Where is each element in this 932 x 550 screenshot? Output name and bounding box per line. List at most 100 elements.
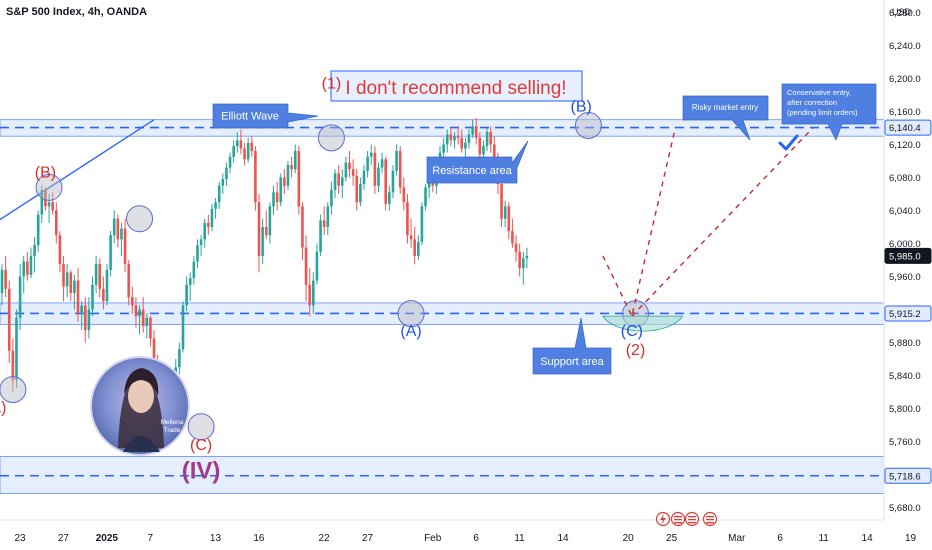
candle-body — [7, 288, 11, 351]
candle-body — [51, 202, 54, 211]
wave-label: (A) — [400, 323, 421, 340]
candle-body — [250, 142, 254, 152]
candle-body — [83, 305, 87, 331]
candle — [398, 146, 402, 194]
candle — [264, 210, 268, 240]
time-tick-label: 6 — [473, 533, 479, 544]
candle — [243, 142, 246, 166]
candle — [7, 280, 11, 364]
trendline-layer — [0, 119, 155, 221]
event-icons[interactable] — [655, 511, 718, 527]
us-flag-stripe-icon — [674, 522, 682, 524]
time-tick-label: 27 — [58, 533, 70, 544]
candle-body — [355, 175, 359, 203]
candle — [286, 160, 290, 190]
candle-body — [40, 189, 44, 215]
candle — [105, 264, 109, 306]
candle-body — [482, 146, 485, 155]
candle — [15, 309, 18, 388]
wave-label: (B) — [35, 164, 56, 181]
price-tick-label: 6,160.0 — [889, 107, 921, 118]
candle — [239, 129, 243, 155]
price-tick-label: 6,200.0 — [889, 74, 921, 85]
candle — [228, 152, 232, 174]
candle-body — [326, 206, 330, 227]
candle-body — [337, 173, 340, 186]
price-tag: 5,985.0 — [884, 247, 932, 264]
price-tick-label: 6,040.0 — [889, 206, 921, 217]
candle — [351, 159, 355, 186]
avatar-text-2: Trade — [164, 427, 181, 434]
candle-body — [518, 251, 521, 269]
candle-body — [373, 152, 377, 186]
candle — [51, 192, 54, 215]
candle-body — [76, 280, 80, 314]
candle-body — [192, 261, 196, 279]
candle-body — [188, 278, 192, 285]
candle — [377, 162, 380, 193]
candle-body — [377, 167, 380, 186]
candle-body — [178, 349, 181, 368]
candle-body — [333, 173, 337, 190]
candle — [33, 236, 36, 273]
callout-conservative-line1: Conservative entry, — [787, 88, 851, 97]
candle-body — [275, 192, 279, 203]
candle — [181, 301, 185, 353]
callout-support-text: Support area — [540, 356, 604, 368]
candle-body — [47, 202, 51, 207]
candle-body — [94, 264, 98, 285]
candle — [29, 247, 33, 279]
candle-body — [417, 241, 420, 256]
candle-body — [127, 264, 130, 298]
candle-body — [409, 235, 413, 240]
candle — [98, 258, 102, 298]
time-tick-label: 13 — [210, 533, 222, 544]
candle-body — [18, 276, 22, 318]
candle-body — [109, 235, 112, 270]
candle-body — [507, 206, 511, 232]
candle-body — [344, 162, 348, 178]
candle-body — [424, 187, 427, 207]
time-axis: 23 27 2025 7 13 16 22 27 Feb 6 11 14 20 25 Mar 6 11 14 19 — [0, 519, 917, 544]
candle-body — [210, 208, 214, 227]
price-tick-label: 5,880.0 — [889, 338, 921, 349]
candle-body — [131, 297, 134, 306]
wave-label: (C) — [190, 437, 212, 454]
candle-body — [87, 309, 91, 331]
candle-body — [134, 305, 138, 317]
candle — [207, 214, 210, 236]
candle — [257, 193, 261, 273]
candle — [391, 165, 395, 199]
candle — [453, 132, 456, 149]
time-tick-label: 23 — [14, 533, 26, 544]
candle — [55, 202, 58, 244]
candle-body — [398, 151, 402, 188]
wave-markers — [0, 111, 649, 441]
candle-body — [181, 305, 185, 350]
candle-body — [521, 258, 525, 269]
price-tag-label: 5,985.0 — [889, 251, 921, 262]
candle — [4, 255, 7, 298]
candle — [109, 231, 112, 277]
candle-body — [80, 305, 83, 314]
candle — [94, 255, 98, 294]
candle-body — [301, 206, 304, 248]
candle-body — [58, 235, 62, 265]
candle — [322, 206, 326, 236]
time-tick-label: 7 — [148, 533, 154, 544]
candle-body — [297, 151, 301, 207]
candle — [445, 129, 449, 153]
candle-body — [359, 184, 362, 203]
candle — [283, 169, 286, 194]
time-tick-label: 14 — [557, 533, 569, 544]
candle-body — [460, 137, 464, 149]
wave-label: A) — [0, 400, 6, 417]
price-tag-box — [884, 305, 932, 322]
candle-body — [406, 202, 409, 236]
candle — [131, 286, 134, 314]
price-tick-label: 6,080.0 — [889, 173, 921, 184]
candle-body — [279, 177, 283, 203]
candle-body — [489, 132, 492, 145]
candle-body — [225, 167, 228, 180]
